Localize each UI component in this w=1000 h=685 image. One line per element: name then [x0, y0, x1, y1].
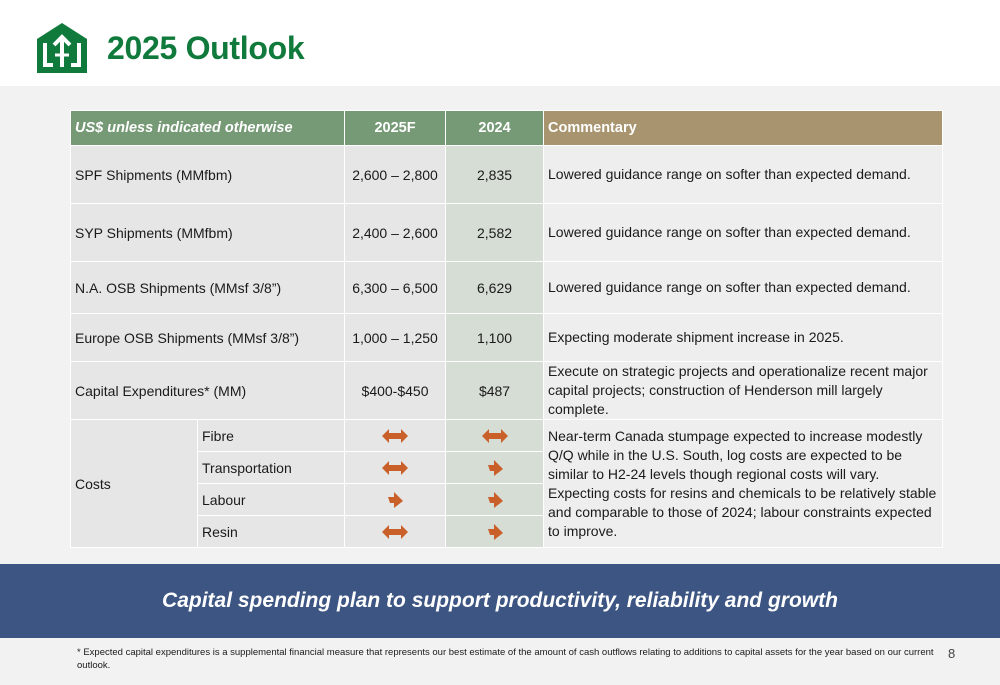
table-row: Europe OSB Shipments (MMsf 3/8”) 1,000 –… — [69, 313, 944, 362]
table-row: N.A. OSB Shipments (MMsf 3/8”) 6,300 – 6… — [69, 261, 944, 314]
diagonal-up-arrow-icon — [487, 459, 503, 476]
cost-2025-cell — [344, 451, 447, 484]
cost-2025-cell — [344, 483, 447, 516]
costs-row-transportation: Transportation — [71, 451, 943, 484]
double-arrow-icon — [382, 461, 409, 476]
value-2025: 2,600 – 2,800 — [344, 145, 447, 204]
cost-2024-cell — [445, 483, 545, 516]
row-label: N.A. OSB Shipments (MMsf 3/8”) — [69, 261, 346, 314]
cost-2024-cell — [445, 451, 545, 484]
value-2025: $400-$450 — [344, 361, 447, 420]
double-arrow-icon — [481, 429, 508, 444]
diagonal-up-arrow-icon — [388, 491, 404, 508]
costs-commentary-line2: Expecting costs for resins and chemicals… — [548, 484, 937, 539]
costs-commentary: Near-term Canada stumpage expected to in… — [543, 419, 944, 548]
page-title: 2025 Outlook — [107, 30, 305, 66]
outlook-table: US$ unless indicated otherwise 2025F 202… — [69, 110, 944, 548]
page-number: 8 — [948, 646, 956, 661]
header-2025: 2025F — [344, 110, 447, 146]
value-2024: $487 — [445, 361, 545, 420]
table-row: SPF Shipments (MMfbm) 2,600 – 2,800 2,83… — [69, 145, 944, 204]
value-2024: 2,582 — [445, 203, 545, 262]
header-commentary: Commentary — [543, 110, 944, 146]
banner-text: Capital spending plan to support product… — [162, 589, 838, 612]
value-2024: 6,629 — [445, 261, 545, 314]
row-label: Capital Expenditures* (MM) — [69, 361, 346, 420]
row-label: Europe OSB Shipments (MMsf 3/8”) — [69, 313, 346, 362]
cost-2024-cell — [445, 419, 545, 452]
header-2024: 2024 — [445, 110, 545, 146]
table-row: SYP Shipments (MMfbm) 2,400 – 2,600 2,58… — [69, 203, 944, 262]
value-2025: 2,400 – 2,600 — [344, 203, 447, 262]
row-label: SPF Shipments (MMfbm) — [69, 145, 346, 204]
table-row: Capital Expenditures* (MM) $400-$450 $48… — [69, 361, 944, 420]
value-2024: 2,835 — [445, 145, 545, 204]
costs-row-labour: Labour — [71, 483, 943, 516]
table-header-row: US$ unless indicated otherwise 2025F 202… — [69, 110, 944, 146]
costs-label: Costs — [70, 419, 198, 548]
commentary-cell: Execute on strategic projects and operat… — [543, 361, 944, 420]
diagonal-up-arrow-icon — [487, 523, 503, 540]
cost-2025-cell — [344, 515, 447, 548]
cost-item-label: Fibre — [196, 419, 346, 452]
cost-item-label: Transportation — [196, 451, 346, 484]
header-units: US$ unless indicated otherwise — [69, 110, 346, 146]
summary-banner: Capital spending plan to support product… — [0, 564, 1000, 638]
value-2024: 1,100 — [445, 313, 545, 362]
double-arrow-icon — [382, 525, 409, 540]
cost-2025-cell — [344, 419, 447, 452]
row-label: SYP Shipments (MMfbm) — [69, 203, 346, 262]
cost-item-label: Resin — [196, 515, 346, 548]
double-arrow-icon — [382, 429, 409, 444]
costs-row-fibre: Costs Fibre Near-term Canada stumpage ex… — [70, 419, 944, 548]
commentary-cell: Lowered guidance range on softer than ex… — [543, 261, 944, 314]
value-2025: 1,000 – 1,250 — [344, 313, 447, 362]
value-2025: 6,300 – 6,500 — [344, 261, 447, 314]
footnote: * Expected capital expenditures is a sup… — [77, 647, 934, 671]
diagonal-up-arrow-icon — [487, 491, 503, 508]
commentary-cell: Expecting moderate shipment increase in … — [543, 313, 944, 362]
commentary-cell: Lowered guidance range on softer than ex… — [543, 203, 944, 262]
cost-item-label: Labour — [196, 483, 346, 516]
company-logo-icon — [37, 23, 87, 73]
cost-2024-cell — [445, 515, 545, 548]
costs-commentary-line1: Near-term Canada stumpage expected to in… — [548, 427, 923, 482]
commentary-cell: Lowered guidance range on softer than ex… — [543, 145, 944, 204]
costs-row-resin: Resin — [71, 515, 943, 548]
header: 2025 Outlook — [0, 0, 1000, 86]
